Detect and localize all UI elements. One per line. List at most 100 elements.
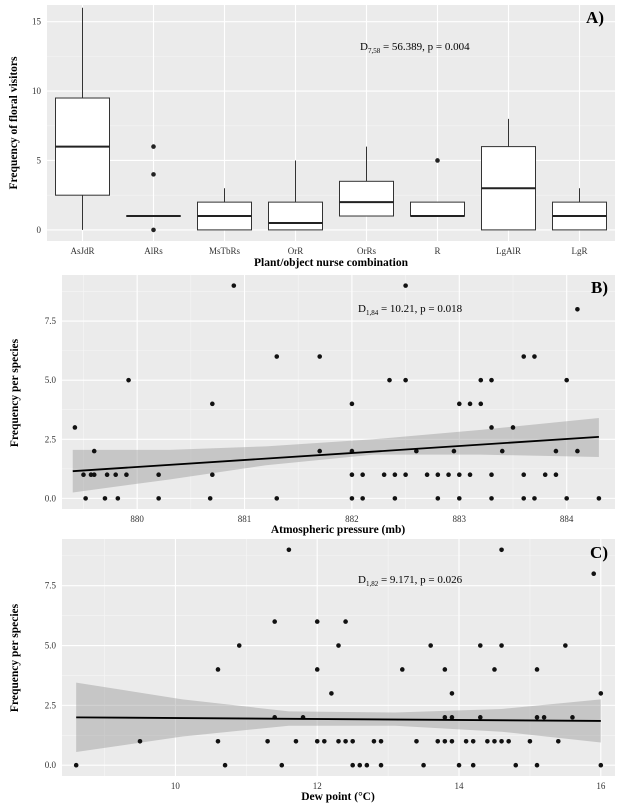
panel-c-x-tick-labels: 10 12 14 16 [171,781,606,791]
b-x-tick-label: 882 [345,514,359,524]
b-data-point [564,496,569,501]
panel-c-stat-subscript: 1,82 [366,580,379,588]
panel-c-confidence-band [76,682,601,753]
panel-a-x-axis-label: Plant/object nurse combination [254,257,409,269]
c-data-point [513,762,519,768]
b-data-point [88,472,94,478]
b-data-point [403,283,408,288]
b-regression-line [72,436,599,473]
c-data-point [236,643,242,648]
c-y-tick-label: 7.5 [45,581,57,591]
c-data-point [414,738,419,744]
b-data-point [575,306,580,312]
panel-a-x-tick-label: OrRs [357,246,376,256]
b-x-tick-label: 884 [560,514,574,524]
panel-a-x-tick-label: MsTbRs [209,246,241,256]
panel-b-stat-symbol: D [358,303,366,315]
b-data-point [403,377,408,383]
c-data-point [336,738,341,744]
box-outlier [151,144,156,149]
panel-a-stat-annotation: D7,58 = 56.389, p = 0.004 [360,41,470,55]
c-data-point [215,738,221,744]
panel-c-y-tick-labels: 0.0 2.5 5.0 7.5 [45,581,57,771]
panel-a-label: A) [586,8,604,27]
b-data-point [91,448,97,454]
b-data-point [274,496,280,501]
c-data-point [428,643,433,648]
c-data-point [286,547,292,553]
b-data-point [156,496,161,501]
b-data-point [457,472,462,478]
c-x-tick-label: 12 [313,781,322,791]
panel-a-y-tick-labels: 0 5 10 15 [32,17,42,235]
c-data-point [477,715,483,720]
c-data-point [442,715,448,720]
panel-a-boxplot: 0 5 10 15 AsJdR AlRs MsTbRs OrR OrRs R LgAlR LgR A… [8,5,615,269]
c-x-tick-label: 16 [596,781,606,791]
c-data-point [591,571,597,577]
b-data-point [113,472,118,478]
box-outlier [435,158,440,163]
b-data-point [478,377,484,383]
panel-b-plot-background [62,275,615,509]
c-data-point [421,762,426,768]
panel-a-y-tick-label: 15 [32,17,42,27]
panel-b-gridlines [62,275,615,509]
b-data-point [349,496,355,501]
c-data-point [541,715,547,720]
c-data-point [336,643,341,648]
b-y-tick-label: 0.0 [45,493,57,503]
b-x-tick-label: 881 [238,514,252,524]
panel-b-points [72,283,602,501]
panel-c-points [73,547,604,768]
panel-b-stat-annotation: D1,84 = 10.21, p = 0.018 [358,303,463,317]
c-data-point [470,738,476,744]
b-data-point [435,472,441,478]
b-data-point [317,354,323,359]
c-data-point [314,667,320,672]
b-x-tick-label: 880 [130,514,144,524]
c-data-point [499,738,504,744]
panel-c-y-axis-label: Frequency per species [9,603,21,712]
c-data-point [563,643,568,648]
b-data-point [521,472,527,478]
b-data-point [457,496,462,501]
panel-a-x-tick-labels: AsJdR AlRs MsTbRs OrR OrRs R LgAlR LgR [70,246,587,256]
box-outlier [151,227,156,233]
c-ci-band [76,682,601,753]
b-data-point [532,354,537,359]
b-data-point [392,496,398,501]
c-data-point [449,691,455,696]
b-data-point [231,283,237,288]
panel-a-y-tick-label: 5 [37,155,42,165]
c-data-point [534,762,540,768]
b-data-point [575,448,580,454]
panel-c-stat-annotation: D1,82 = 9.171, p = 0.026 [358,574,463,588]
b-data-point [521,354,527,359]
c-data-point [485,738,490,744]
panel-a-x-tick-label: OrR [288,246,304,256]
b-data-point [596,496,602,501]
b-data-point [349,472,355,478]
c-data-point [534,715,540,720]
c-data-point [350,738,355,744]
b-data-point [207,496,213,501]
c-x-tick-label: 14 [455,781,465,791]
c-data-point [314,619,320,624]
b-data-point [467,401,473,407]
b-data-point [489,377,494,383]
c-y-tick-label: 0.0 [45,760,57,770]
panel-b-stat-value: = 10.21, p = 0.018 [378,303,462,315]
c-data-point [222,762,228,768]
b-data-point [91,472,97,478]
b-ci-band [72,418,599,493]
box-iqr [339,180,394,217]
panel-a-y-axis-label: Frequency of floral visitors [8,56,20,189]
c-data-point [456,762,462,768]
panel-a-x-tick-label: LgAlR [496,246,521,256]
c-data-point [343,619,348,624]
b-data-point [564,377,569,383]
panel-c-plot-background [62,539,615,776]
c-data-point [449,738,455,744]
